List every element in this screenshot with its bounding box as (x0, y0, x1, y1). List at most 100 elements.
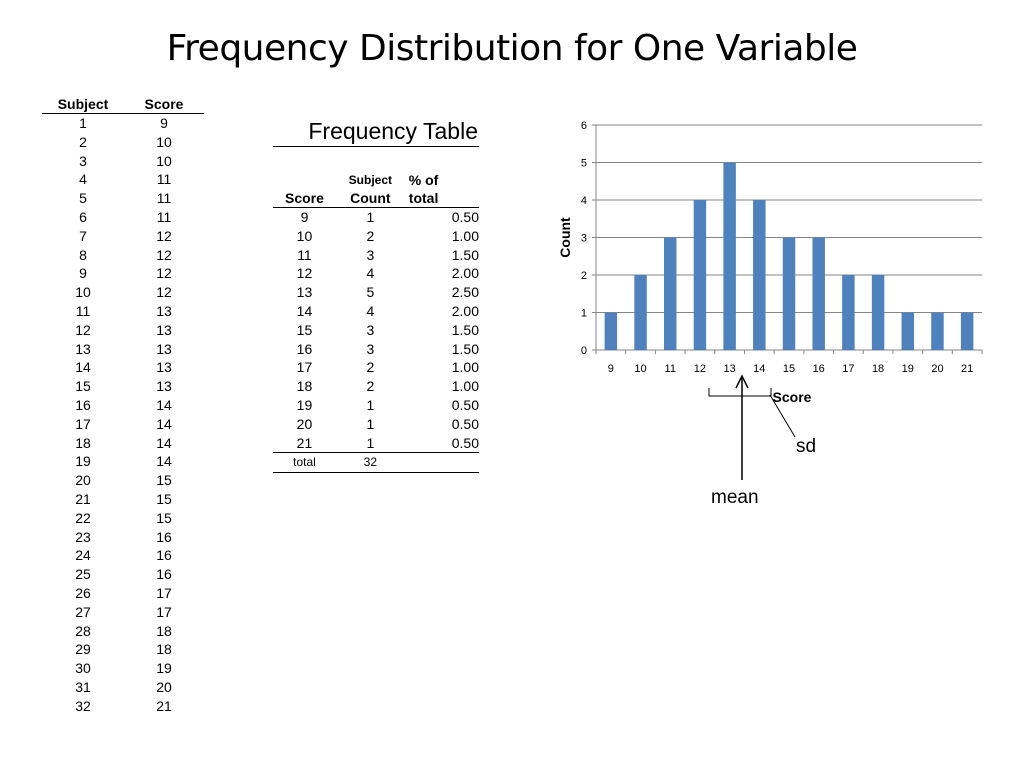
raw-cell-subject: 31 (75, 678, 91, 695)
freq-cell-percent: 0.50 (451, 396, 479, 413)
freq-cell-score: 15 (296, 321, 313, 338)
freq-cell-score: 14 (296, 302, 313, 319)
raw-data-table: Subject Score 1 9 2 10 3 10 4 11 5 11 6 11 7 12 8 12 9 12… (42, 95, 204, 716)
raw-cell-score: 20 (156, 678, 172, 695)
raw-table-row: 6 11 (42, 208, 204, 227)
raw-cell-score: 11 (156, 208, 172, 225)
freq-header-pct-bottom: total (408, 190, 439, 206)
freq-cell-percent: 1.50 (451, 321, 479, 338)
y-tick-label: 3 (581, 233, 587, 245)
freq-total-label: total (273, 452, 336, 474)
raw-cell-subject: 15 (75, 378, 91, 395)
freq-cell-percent: 1.50 (451, 246, 479, 263)
mean-annotation: mean (711, 487, 759, 508)
raw-table-row: 11 13 (42, 302, 204, 321)
y-tick-label: 0 (581, 345, 587, 357)
freq-cell-score: 18 (296, 378, 313, 395)
raw-cell-subject: 26 (75, 584, 91, 601)
raw-table-row: 22 15 (42, 509, 204, 528)
raw-table-row: 24 16 (42, 546, 204, 565)
freq-cell-score: 10 (296, 227, 313, 244)
raw-cell-score: 13 (156, 359, 172, 376)
freq-cell-count: 1 (366, 396, 375, 413)
raw-table-row: 21 15 (42, 490, 204, 509)
raw-cell-subject: 14 (75, 359, 91, 376)
raw-cell-score: 12 (156, 227, 172, 244)
raw-cell-score: 18 (156, 622, 172, 639)
freq-cell-percent: 0.50 (451, 415, 479, 432)
x-tick-label: 12 (694, 363, 706, 375)
raw-cell-score: 14 (156, 396, 172, 413)
x-tick-label: 9 (608, 363, 614, 375)
bar (663, 237, 677, 350)
raw-table-row: 16 14 (42, 396, 204, 415)
raw-cell-subject: 21 (75, 490, 91, 507)
raw-table-row: 4 11 (42, 170, 204, 189)
raw-cell-score: 21 (156, 697, 172, 714)
raw-cell-score: 14 (156, 415, 172, 432)
raw-header-score: Score (124, 95, 204, 114)
x-tick-label: 13 (723, 363, 735, 375)
raw-cell-score: 13 (156, 302, 172, 319)
raw-table-row: 7 12 (42, 227, 204, 246)
raw-cell-subject: 10 (75, 284, 91, 301)
sd-annotation: sd (796, 436, 817, 457)
freq-table-row: 18 2 1.00 (273, 377, 479, 396)
raw-table-row: 3 10 (42, 152, 204, 171)
raw-cell-score: 10 (156, 152, 172, 169)
raw-cell-subject: 11 (75, 302, 91, 319)
raw-cell-score: 12 (156, 246, 172, 263)
raw-cell-subject: 19 (75, 453, 91, 470)
freq-cell-score: 16 (296, 340, 313, 357)
raw-table-row: 5 11 (42, 189, 204, 208)
raw-cell-subject: 16 (75, 396, 91, 413)
frequency-table-title: Frequency Table (308, 118, 478, 144)
freq-total-value: 32 (335, 452, 405, 474)
raw-table-row: 9 12 (42, 264, 204, 283)
freq-table-row: 14 4 2.00 (273, 302, 479, 321)
raw-header-subject: Subject (42, 95, 124, 114)
raw-cell-subject: 8 (79, 246, 87, 263)
y-tick-label: 5 (581, 158, 587, 170)
freq-header-pct-top: % of (408, 172, 439, 188)
bar (901, 312, 915, 350)
raw-cell-subject: 23 (75, 528, 91, 545)
raw-table-row: 12 13 (42, 321, 204, 340)
freq-table-row: 19 1 0.50 (273, 396, 479, 415)
freq-cell-percent: 0.50 (451, 434, 479, 451)
raw-cell-score: 16 (156, 547, 172, 564)
raw-cell-subject: 22 (75, 509, 91, 526)
raw-cell-subject: 12 (75, 321, 91, 338)
raw-cell-score: 13 (156, 321, 172, 338)
freq-cell-count: 1 (366, 209, 375, 225)
raw-cell-subject: 28 (75, 622, 91, 639)
raw-cell-subject: 30 (75, 660, 91, 677)
raw-cell-score: 14 (156, 453, 172, 470)
freq-cell-score: 12 (296, 265, 313, 282)
frequency-table-body: 9 1 0.50 10 2 1.00 11 3 1.50 12 4 2.00 13 5 2.50 14 4 2.0… (273, 208, 479, 453)
bar (634, 275, 647, 350)
freq-cell-percent: 0.50 (451, 209, 479, 225)
raw-cell-subject: 6 (79, 208, 87, 225)
bar (604, 312, 618, 350)
freq-cell-percent: 1.50 (451, 340, 479, 357)
raw-table-row: 28 18 (42, 622, 204, 641)
bar (871, 275, 885, 350)
y-tick-label: 4 (581, 195, 587, 207)
raw-cell-score: 17 (156, 584, 172, 601)
bar (960, 312, 974, 350)
raw-cell-score: 15 (156, 490, 172, 507)
raw-table-row: 27 17 (42, 603, 204, 622)
raw-cell-subject: 2 (79, 133, 87, 150)
bar (723, 162, 736, 350)
freq-cell-count: 2 (366, 359, 375, 376)
raw-cell-score: 12 (156, 265, 172, 282)
raw-cell-subject: 17 (75, 415, 91, 432)
bar (753, 200, 766, 350)
freq-header-count-top: Subject (348, 173, 393, 187)
freq-cell-count: 1 (366, 415, 375, 432)
x-tick-label: 21 (961, 363, 973, 375)
raw-cell-score: 16 (156, 528, 172, 545)
freq-cell-score: 20 (296, 415, 313, 432)
